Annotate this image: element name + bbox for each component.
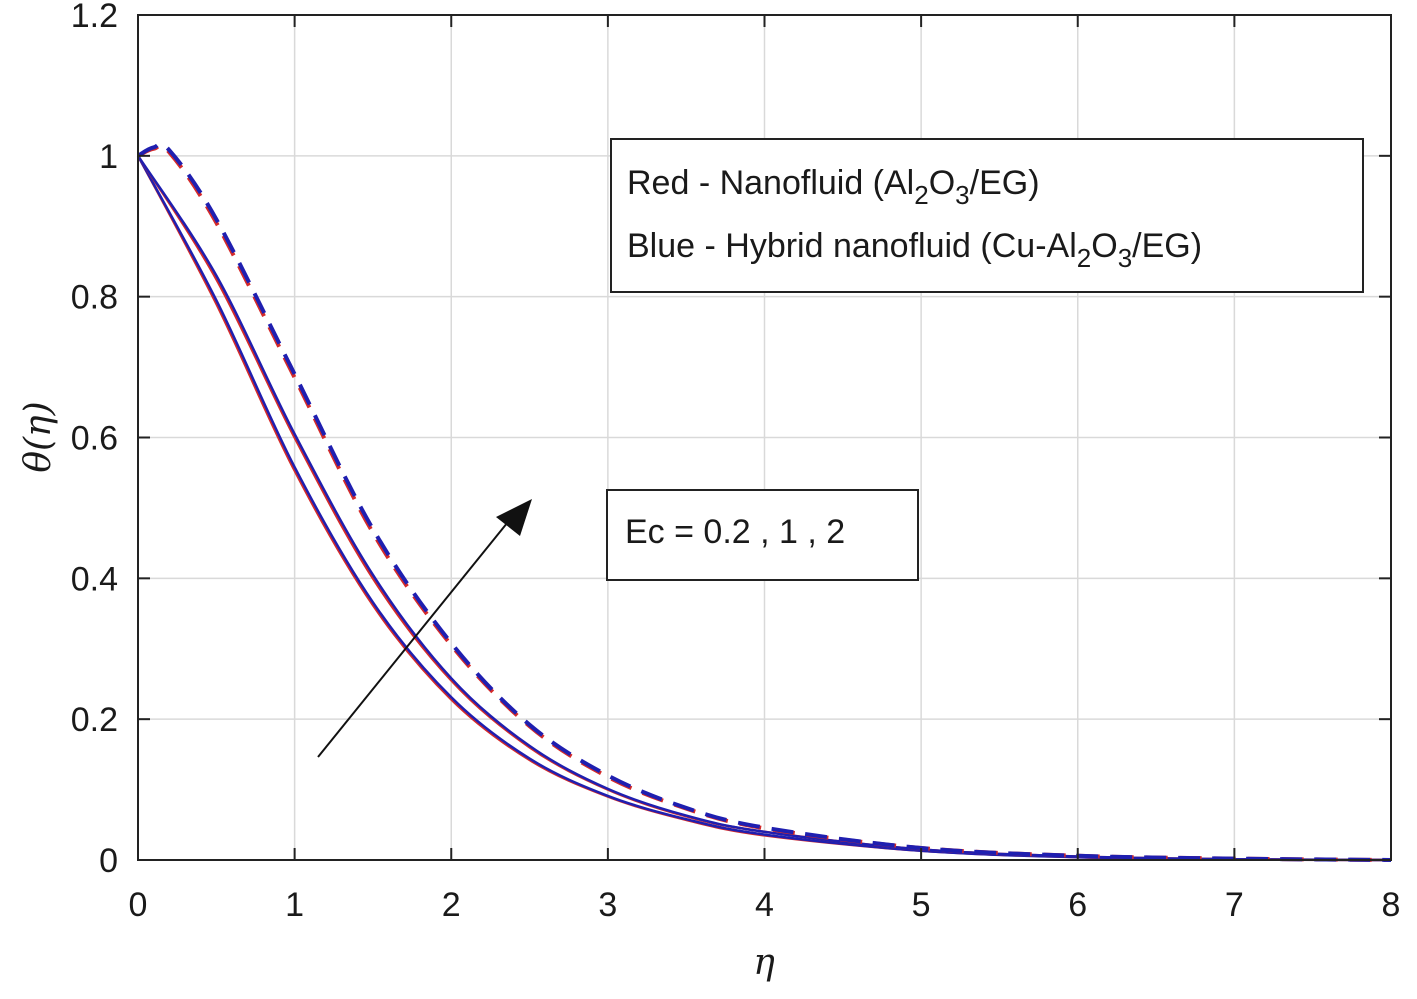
legend-entry-red: Red - Nanofluid (Al2O3/EG) [627,164,1040,210]
legend: Red - Nanofluid (Al2O3/EG) Blue - Hybrid… [610,138,1364,293]
y-tick-label: 0.6 [71,420,118,458]
y-tick-label: 0 [99,842,118,880]
arrow-shaft [317,511,517,758]
annotation: Ec = 0.2 , 1 , 2 [606,489,919,581]
y-axis-label: θ(η) [18,401,59,472]
y-tick-label: 1 [99,138,118,176]
x-tick-label: 8 [1382,886,1401,924]
x-tick-label: 5 [912,886,931,924]
y-tick-label: 1.2 [71,0,118,35]
x-tick-label: 7 [1225,886,1244,924]
legend-entry-blue: Blue - Hybrid nanofluid (Cu-Al2O3/EG) [627,227,1202,273]
y-tick-label: 0.4 [71,560,118,598]
x-axis-label: η [753,942,775,983]
x-tick-label: 1 [285,886,304,924]
ticks [137,14,1392,861]
x-tick-label: 0 [129,886,148,924]
trend-arrow [317,499,532,758]
x-tick-label: 4 [755,886,774,924]
arrow-head [496,499,532,536]
legend-box [610,138,1364,293]
y-tick-label: 0.8 [71,279,118,317]
x-tick-label: 6 [1068,886,1087,924]
y-tick-labels: 0 0.2 0.4 0.6 0.8 1 1.2 [71,0,118,880]
x-tick-labels: 0 1 2 3 4 5 6 7 8 [129,886,1401,924]
annotation-text: Ec = 0.2 , 1 , 2 [625,513,845,551]
annotation-box [606,489,919,581]
x-tick-label: 3 [598,886,617,924]
x-tick-label: 2 [442,886,461,924]
y-tick-label: 0.2 [71,701,118,739]
